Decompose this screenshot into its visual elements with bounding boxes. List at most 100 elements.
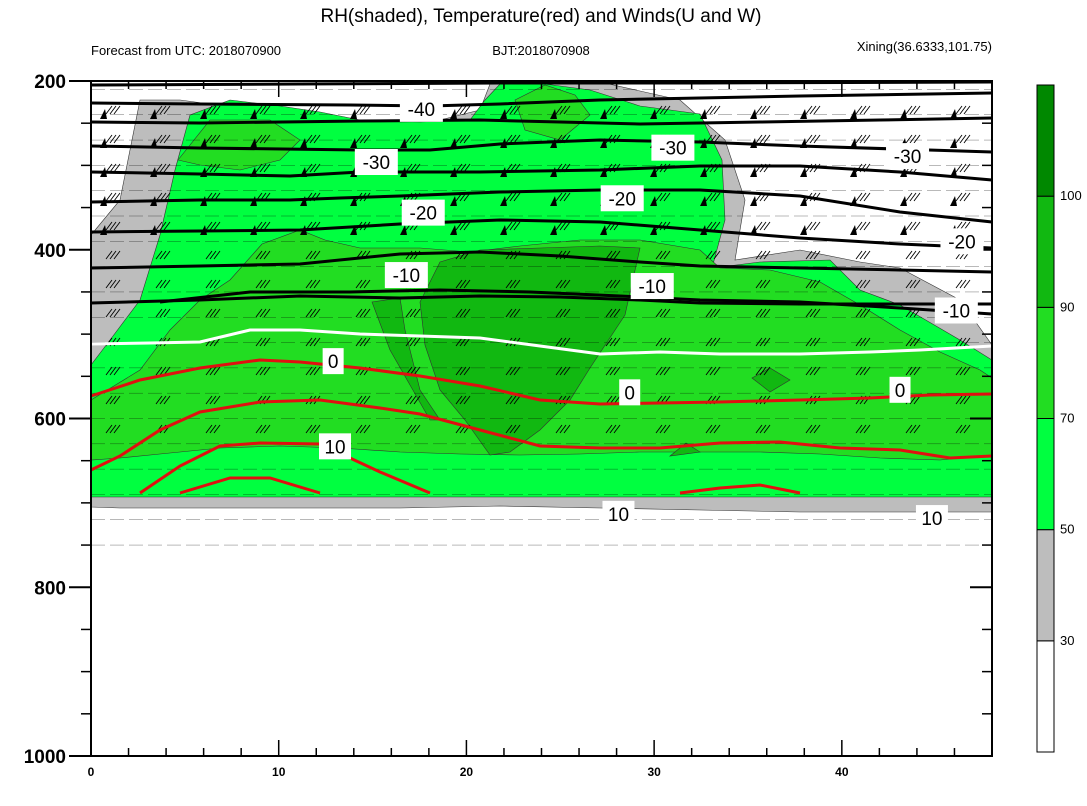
wind-barb [455, 134, 471, 144]
wind-pennant [150, 109, 157, 119]
x-tick-label: 10 [272, 765, 286, 779]
wind-pennant [400, 225, 407, 235]
wind-barb [205, 395, 221, 405]
wind-barb [805, 221, 821, 231]
colorbar-label: 90 [1060, 299, 1074, 314]
wind-barb [655, 250, 671, 260]
wind-pennant [900, 225, 907, 235]
wind-barb [205, 424, 221, 434]
wind-barb [855, 192, 871, 202]
wind-pennant [500, 109, 507, 119]
wind-barb [705, 424, 721, 434]
wind-barb [255, 308, 271, 318]
contour-label-box [401, 199, 445, 226]
wind-barb [505, 366, 521, 376]
wind-pennant [500, 225, 507, 235]
colorbar-label: 70 [1060, 411, 1074, 426]
wind-pennant [650, 109, 657, 119]
wind-barb [805, 308, 821, 318]
contour-label-box [915, 505, 948, 532]
isotherm-cold [90, 164, 993, 182]
wind-barb [655, 308, 671, 318]
wind-barb [905, 337, 921, 347]
wind-pennant [500, 196, 507, 206]
isotherm-cold [90, 250, 993, 274]
wind-barb [255, 424, 271, 434]
wind-barb [505, 308, 521, 318]
contour-label-box [602, 500, 635, 527]
wind-barb [405, 134, 421, 144]
wind-barb [305, 308, 321, 318]
wind-barb [255, 163, 271, 173]
wind-barb [955, 395, 971, 405]
wind-barb [705, 105, 721, 115]
wind-barb [555, 105, 571, 115]
wind-barb [855, 250, 871, 260]
colorbar: 30 50 70 90 100 [1036, 84, 1082, 753]
wind-barb [855, 337, 871, 347]
wind-barb [855, 134, 871, 144]
wind-barb [205, 105, 221, 115]
contour-label-box [940, 228, 984, 255]
wind-barb [405, 424, 421, 434]
isotherm-cold [159, 288, 993, 316]
wind-barb [655, 424, 671, 434]
y-tick-label: 1000 [24, 747, 66, 768]
contour-label: -20 [410, 204, 437, 225]
colorbar-label: 30 [1060, 633, 1074, 648]
x-tick-label: 40 [835, 765, 849, 779]
wind-pennant [300, 109, 307, 119]
wind-barb [955, 424, 971, 434]
wind-barb [355, 279, 371, 289]
wind-pennant [800, 196, 807, 206]
wind-pennant [850, 225, 857, 235]
wind-barb [455, 221, 471, 231]
wind-barb [555, 221, 571, 231]
wind-barb [305, 134, 321, 144]
wind-barb [905, 192, 921, 202]
wind-barb [805, 366, 821, 376]
wind-pennant [350, 138, 357, 148]
wind-barb [455, 279, 471, 289]
contour-label: 0 [624, 383, 635, 404]
wind-barb [955, 163, 971, 173]
wind-pennant [150, 138, 157, 148]
wind-barb [755, 221, 771, 231]
wind-barb [705, 366, 721, 376]
contour-labels: -40 -30 -30 -30 -20 -20 -20 -10 -10 -10 0 0 0 10 10 10 [319, 95, 984, 532]
wind-barb [305, 163, 321, 173]
isotherm-warm [90, 398, 993, 472]
wind-barb [855, 105, 871, 115]
rh-shaded-region [668, 442, 701, 457]
isotherm-cold [90, 80, 993, 87]
wind-barb [705, 250, 721, 260]
wind-pennant [450, 225, 457, 235]
wind-barb [655, 105, 671, 115]
wind-barb [155, 105, 171, 115]
wind-pennant [700, 109, 707, 119]
wind-barb [155, 163, 171, 173]
wind-barb [505, 192, 521, 202]
wind-barb [855, 308, 871, 318]
wind-barb [355, 308, 371, 318]
wind-barb [405, 337, 421, 347]
wind-pennant [750, 109, 757, 119]
wind-barb [605, 279, 621, 289]
contour-label-box [651, 134, 695, 161]
wind-pennant [700, 196, 707, 206]
wind-barb [505, 105, 521, 115]
isotherm-warm [179, 476, 321, 495]
wind-barb [355, 134, 371, 144]
wind-barb [455, 105, 471, 115]
wind-barb [305, 337, 321, 347]
wind-barb [705, 221, 721, 231]
wind-barb [855, 424, 871, 434]
contour-label-box [322, 348, 344, 375]
colorbar-swatch [1036, 529, 1055, 642]
wind-barb [355, 424, 371, 434]
wind-barb [755, 279, 771, 289]
wind-pennant [950, 167, 957, 177]
contour-label: -30 [363, 153, 390, 174]
wind-pennant [250, 109, 257, 119]
